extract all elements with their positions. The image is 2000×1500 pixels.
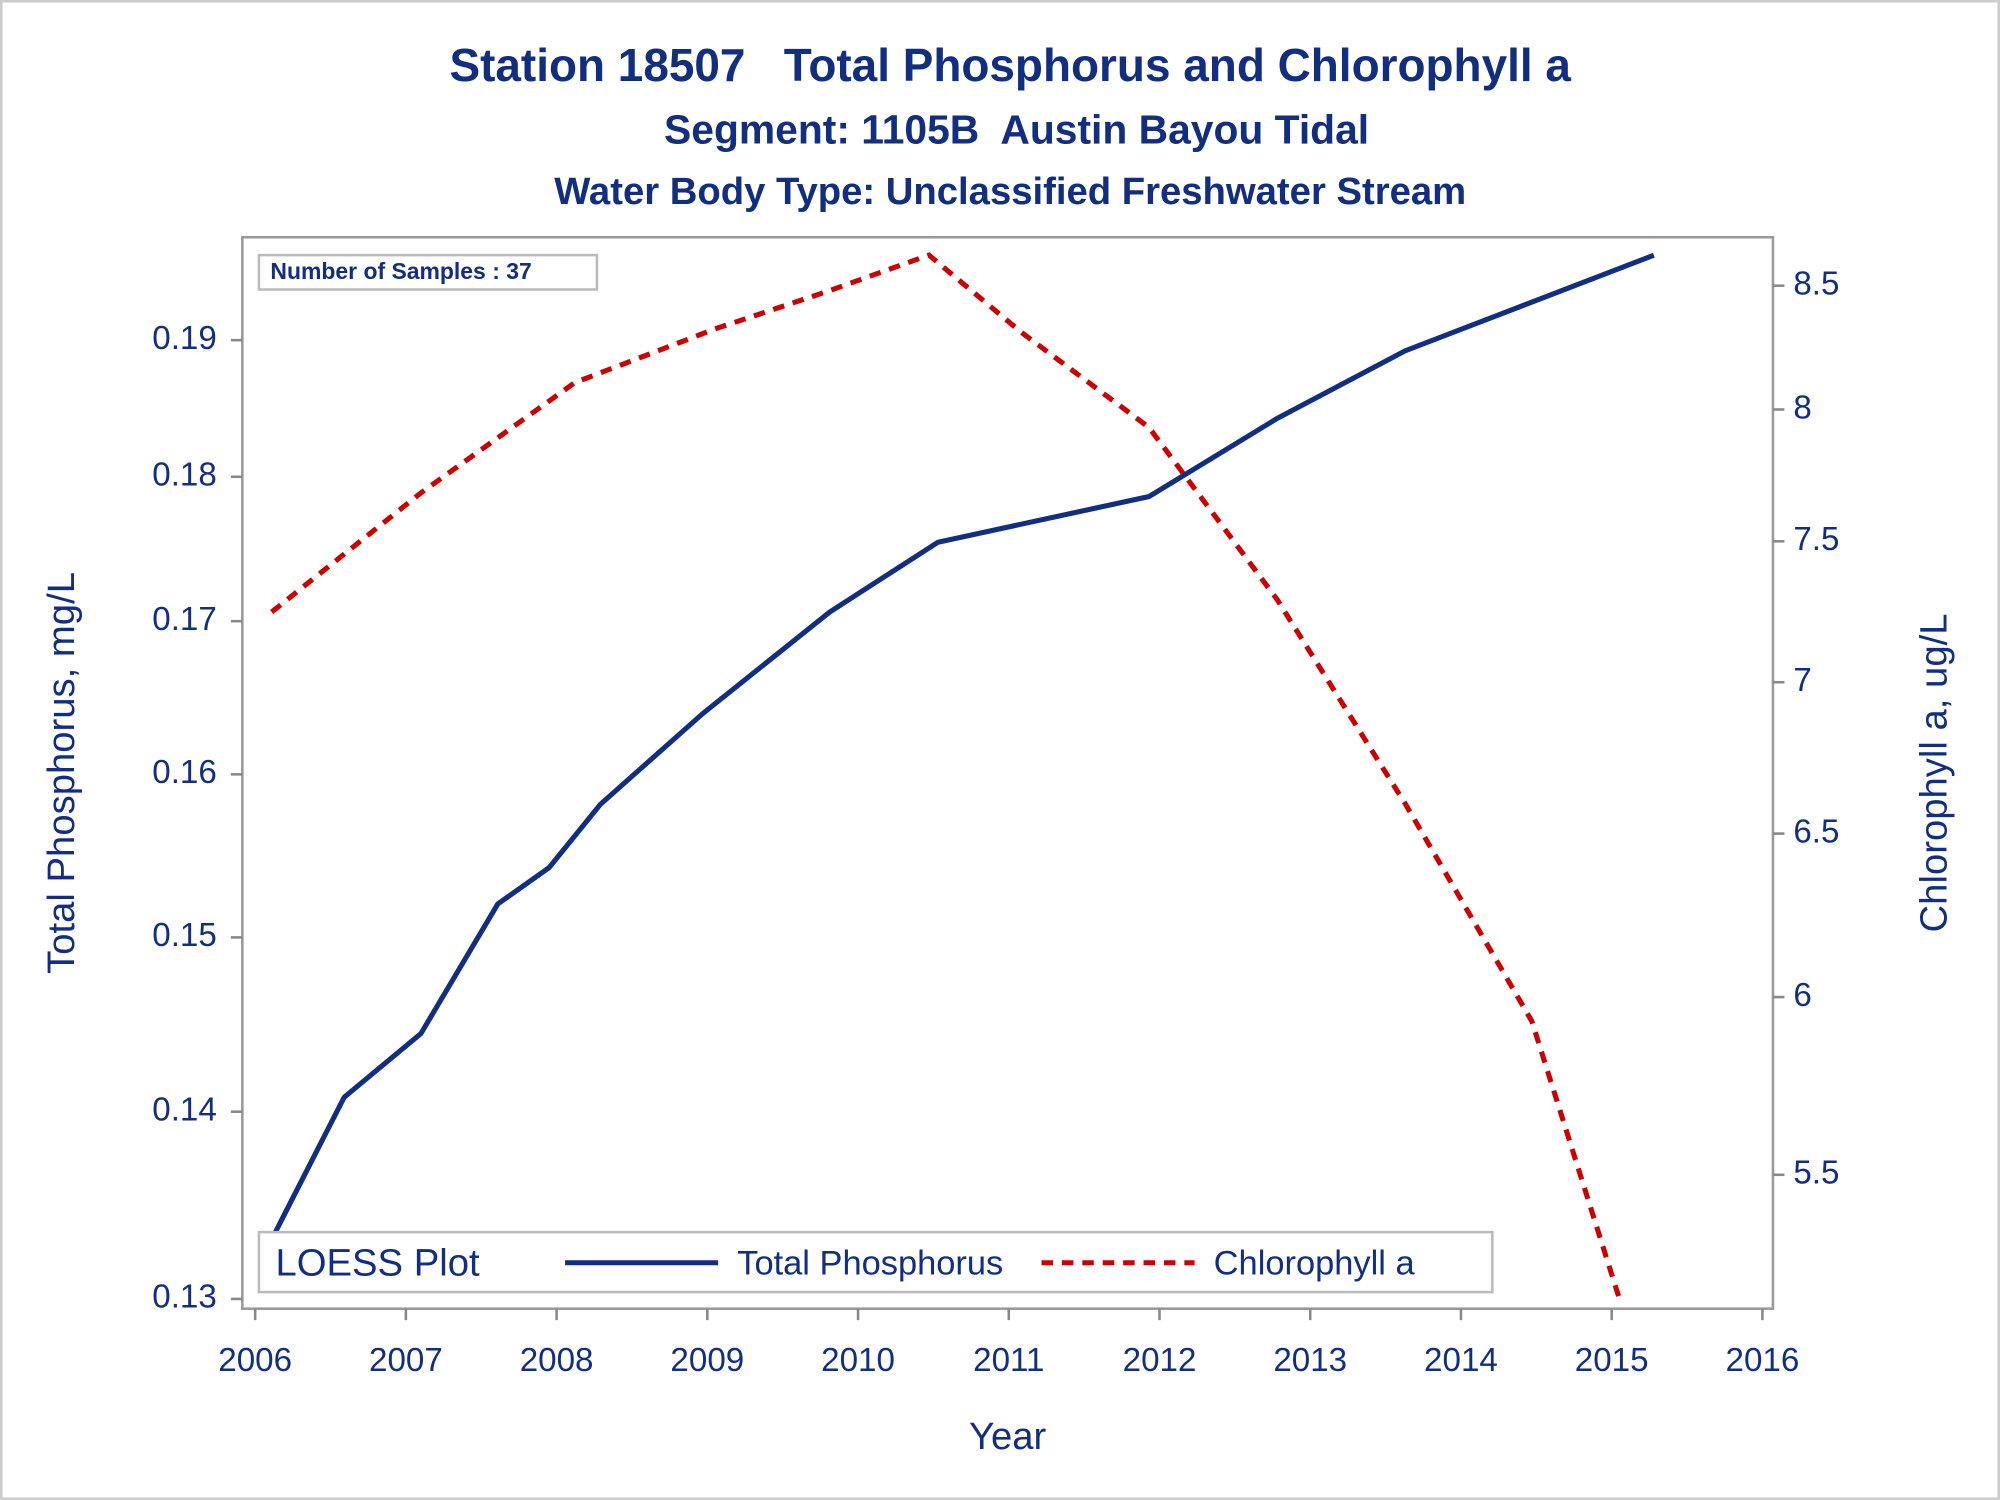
series-line	[270, 252, 1622, 1300]
y2-tick-label: 7.5	[1793, 521, 1839, 558]
annotation: Number of Samples : 37	[270, 258, 531, 284]
series-line	[269, 252, 1655, 1241]
y2-tick-label: 8	[1793, 389, 1811, 426]
x-tick-label: 2016	[1726, 1342, 1800, 1379]
annotation-box	[257, 253, 599, 291]
y2-tick-label: 6.5	[1793, 813, 1839, 850]
y2-tick-label: 5.5	[1793, 1155, 1839, 1192]
chart-title: Station 18507 Total Phosphorus and Chlor…	[449, 39, 1571, 91]
x-tick-label: 2012	[1123, 1342, 1197, 1379]
y-tick-label: 0.19	[152, 320, 217, 357]
legend-label: Chlorophyll a	[1214, 1244, 1416, 1282]
x-tick-label: 2009	[670, 1342, 744, 1379]
y-tick-label: 0.17	[152, 601, 217, 638]
x-axis-label: Year	[969, 1415, 1047, 1458]
y2-tick-label: 6	[1793, 977, 1811, 1014]
x-tick-label: 2015	[1575, 1342, 1649, 1379]
legend-label: Total Phosphorus	[737, 1244, 1003, 1282]
legend-box	[257, 1230, 1494, 1294]
y2-tick-label: 8.5	[1793, 265, 1839, 302]
y-tick-label: 0.18	[152, 457, 217, 494]
y2-tick-label: 7	[1793, 662, 1811, 699]
x-tick-label: 2014	[1424, 1342, 1498, 1379]
y-tick-label: 0.15	[152, 917, 217, 954]
legend-title: LOESS Plot	[276, 1241, 480, 1284]
y2-axis-label: Chlorophyll a, ug/L	[1912, 613, 1955, 932]
x-tick-label: 2006	[218, 1342, 292, 1379]
x-tick-label: 2008	[520, 1342, 594, 1379]
chart-subtitle-2: Water Body Type: Unclassified Freshwater…	[554, 170, 1466, 213]
x-tick-label: 2013	[1273, 1342, 1347, 1379]
y-tick-label: 0.13	[152, 1279, 217, 1316]
x-tick-label: 2007	[369, 1342, 443, 1379]
x-tick-label: 2011	[973, 1342, 1044, 1379]
y-tick-label: 0.16	[152, 754, 217, 791]
y-tick-label: 0.14	[152, 1091, 217, 1128]
chart-subtitle: Segment: 1105B Austin Bayou Tidal	[664, 106, 1369, 152]
x-tick-label: 2010	[821, 1342, 895, 1379]
y-axis-label: Total Phosphorus, mg/L	[40, 572, 83, 974]
